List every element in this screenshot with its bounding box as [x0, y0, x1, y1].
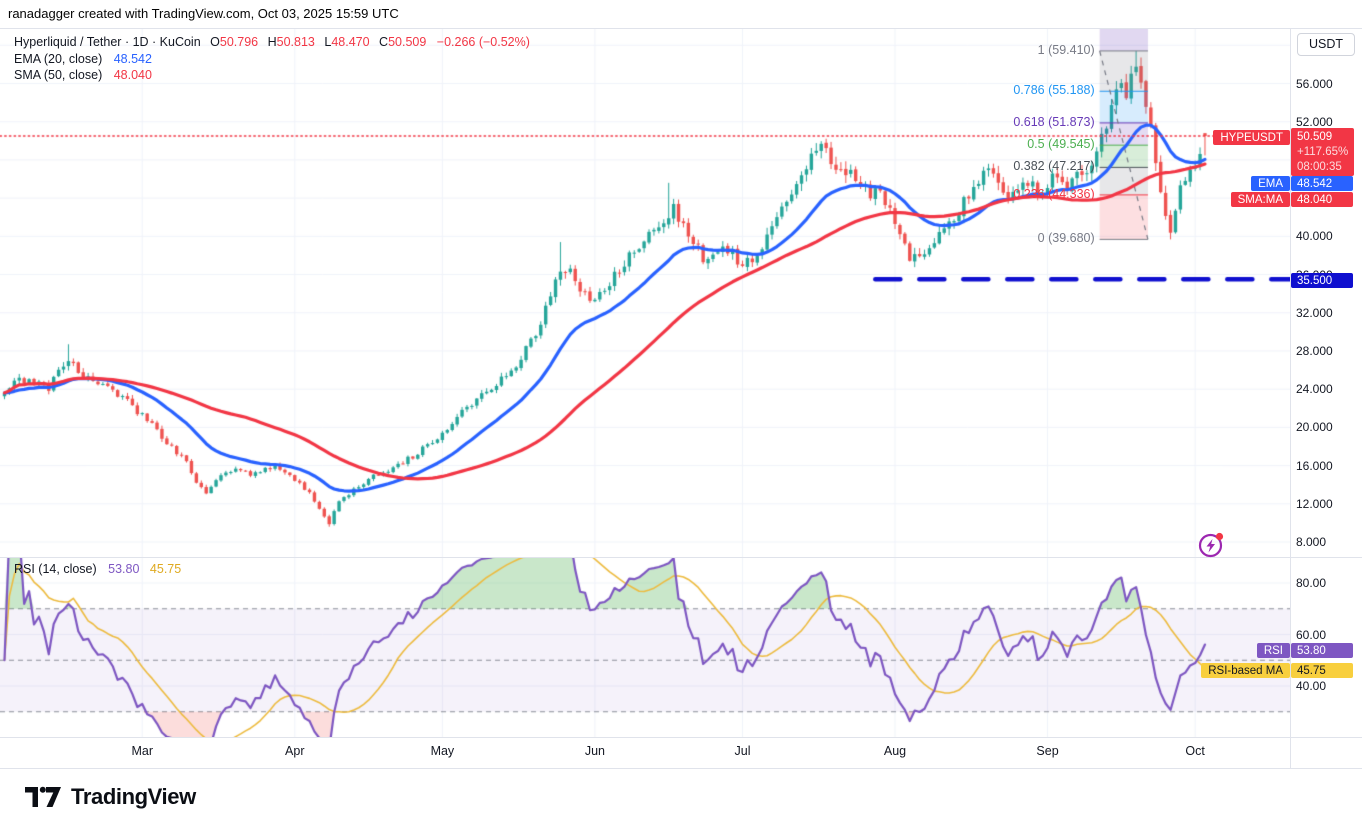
price-axis-tick-label: 32.000 — [1296, 305, 1333, 320]
price-axis-tick-label: 16.000 — [1296, 458, 1333, 473]
month-label[interactable]: Jun — [584, 744, 605, 758]
ema-value: 48.542 — [113, 51, 152, 66]
month-label[interactable]: Mar — [131, 744, 154, 758]
ema-axis-badge: 48.542 — [1291, 176, 1353, 191]
low-value: 48.470 — [331, 35, 370, 49]
month-label[interactable]: Sep — [1036, 744, 1059, 758]
rsi-axis-tick-label: 40.00 — [1296, 679, 1327, 693]
change-value: −0.266 (−0.52%) — [436, 35, 530, 49]
month-label[interactable]: Jul — [734, 744, 751, 758]
bar-countdown: 08:00:35 — [1297, 160, 1342, 173]
close-label: C — [379, 35, 389, 49]
close-value: 50.509 — [388, 35, 427, 49]
pane-separator[interactable] — [0, 557, 1362, 558]
last-price: 50.509 — [1297, 130, 1333, 143]
rsi-legend-row[interactable]: RSI (14, close) 53.80 45.75 — [14, 562, 181, 576]
symbol-price-label: HYPEUSDT — [1213, 130, 1290, 145]
rsi-ma-axis-badge: 45.75 — [1291, 663, 1353, 678]
high-value: 50.813 — [276, 35, 315, 49]
fib-level-label: 0.382 (47.217) — [1013, 159, 1095, 174]
price-pane-chart[interactable] — [0, 28, 1290, 557]
rsi-ma-value: 45.75 — [149, 562, 182, 576]
price-axis-tick-label: 20.000 — [1296, 420, 1333, 435]
month-label[interactable]: Aug — [883, 744, 907, 758]
chart-top-border — [0, 28, 1362, 29]
flash-boost-icon[interactable] — [1197, 531, 1225, 559]
tradingview-logo-text: TradingView — [71, 784, 196, 809]
time-axis-border — [0, 737, 1362, 738]
chart-bottom-border — [0, 768, 1362, 769]
price-axis-tick-label: 40.000 — [1296, 229, 1333, 244]
last-price-axis-badge: 50.509 +117.65% 08:00:35 — [1291, 128, 1355, 176]
month-label[interactable]: Apr — [285, 744, 305, 758]
ema-label: EMA (20, close) — [14, 51, 103, 66]
chart-legend: Hyperliquid / Tether · 1D · KuCoin O50.7… — [14, 34, 530, 84]
fib-level-label: 0.236 (44.336) — [1013, 186, 1095, 201]
month-label[interactable]: Oct — [1185, 744, 1205, 758]
tradingview-logo[interactable]: TradingView — [25, 783, 196, 811]
price-axis-tick-label: 56.000 — [1296, 76, 1333, 91]
tradingview-logo-icon — [25, 786, 61, 807]
month-label[interactable]: May — [430, 744, 455, 758]
price-axis-border — [1290, 28, 1291, 768]
low-label: L — [324, 35, 332, 49]
rsi-axis-tick-label: 80.00 — [1296, 576, 1327, 590]
price-axis-tick-label: 12.000 — [1296, 496, 1333, 511]
fib-level-label: 0.618 (51.873) — [1013, 114, 1095, 129]
sma-legend-row[interactable]: SMA (50, close) 48.040 — [14, 67, 530, 84]
price-axis-tick-label: 24.000 — [1296, 382, 1333, 397]
symbol-title[interactable]: Hyperliquid / Tether · 1D · KuCoin — [14, 35, 201, 49]
fib-level-label: 1 (59.410) — [1037, 42, 1095, 57]
sma-label: SMA (50, close) — [14, 68, 103, 82]
sma-axis-badge: 48.040 — [1291, 192, 1353, 207]
total-change-pct: +117.65% — [1297, 145, 1349, 158]
rsi-value: 53.80 — [108, 562, 140, 576]
fib-level-label: 0.786 (55.188) — [1013, 83, 1095, 98]
ema-legend-row[interactable]: EMA (20, close) 48.542 — [14, 51, 530, 68]
price-axis-tick-label: 8.000 — [1296, 534, 1327, 549]
rsi-ma-line-label: RSI-based MA — [1201, 663, 1290, 678]
watermark-attribution: ranadagger created with TradingView.com,… — [8, 6, 399, 21]
ema-line-label: EMA — [1251, 176, 1290, 191]
currency-toggle-button[interactable]: USDT — [1297, 33, 1355, 56]
rsi-pane-chart[interactable] — [0, 557, 1290, 737]
open-label: O — [210, 35, 220, 49]
fib-level-label: 0 (39.680) — [1037, 231, 1095, 246]
price-axis-tick-label: 28.000 — [1296, 343, 1333, 358]
sma-value: 48.040 — [113, 68, 152, 82]
rsi-label: RSI (14, close) — [14, 562, 97, 576]
price-axis-tick-label: 52.000 — [1296, 114, 1333, 129]
high-label: H — [267, 35, 277, 49]
rsi-axis-tick-label: 60.00 — [1296, 627, 1327, 642]
rsi-line-label: RSI — [1256, 643, 1290, 658]
open-value: 50.796 — [219, 35, 259, 49]
symbol-legend-row[interactable]: Hyperliquid / Tether · 1D · KuCoin O50.7… — [14, 34, 530, 51]
fib-level-label: 0.5 (49.545) — [1027, 137, 1095, 152]
rsi-axis-badge: 53.80 — [1291, 643, 1353, 658]
support-level-axis-badge: 35.500 — [1291, 273, 1353, 288]
sma-line-label: SMA:MA — [1230, 192, 1290, 207]
